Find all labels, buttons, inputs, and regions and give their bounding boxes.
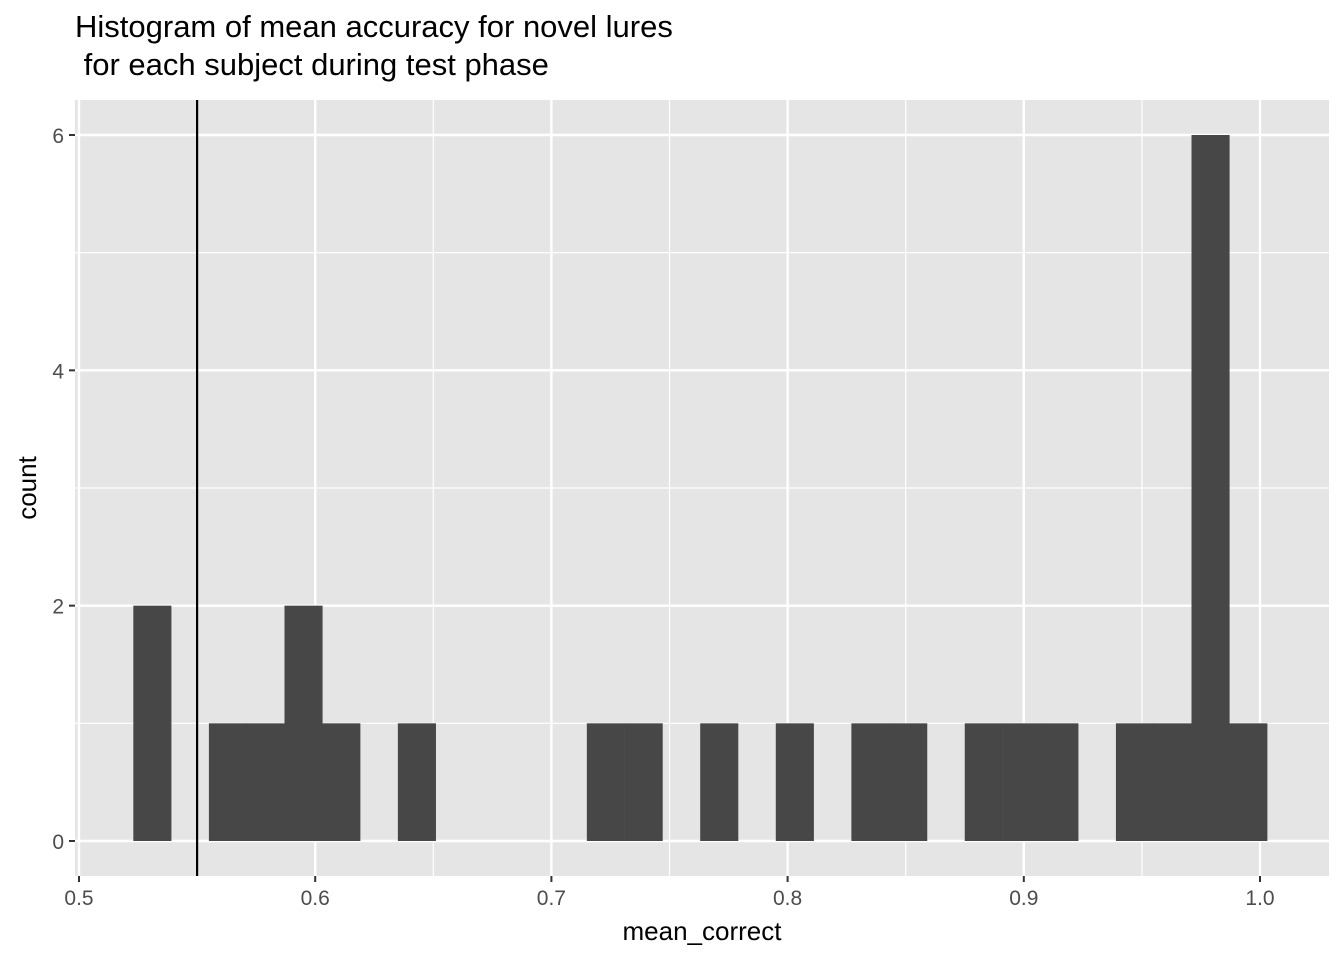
histogram-bar xyxy=(1191,135,1230,841)
chart-title-line-1: Histogram of mean accuracy for novel lur… xyxy=(75,9,673,44)
histogram-bar xyxy=(397,723,436,841)
histogram-bar xyxy=(700,723,739,841)
y-tick-label: 4 xyxy=(52,360,64,383)
histogram-bar xyxy=(284,605,323,841)
x-tick-label: 0.5 xyxy=(64,887,93,910)
histogram-bars xyxy=(133,135,1268,841)
histogram-bar xyxy=(1002,723,1041,841)
y-tick-label: 6 xyxy=(52,125,64,148)
histogram-bar xyxy=(851,723,890,841)
x-axis-label: mean_correct xyxy=(623,916,783,946)
x-tick-label: 0.8 xyxy=(773,887,802,910)
histogram-bar xyxy=(775,723,814,841)
x-tick-label: 1.0 xyxy=(1245,887,1274,910)
y-tick-label: 2 xyxy=(52,596,64,619)
x-tick-label: 0.6 xyxy=(301,887,330,910)
histogram-bar xyxy=(889,723,928,841)
histogram-bar xyxy=(1229,723,1268,841)
x-tick-label: 0.9 xyxy=(1009,887,1038,910)
histogram-bar xyxy=(1153,723,1192,841)
x-tick-label: 0.7 xyxy=(537,887,566,910)
y-tick-label: 0 xyxy=(52,831,64,854)
chart-title-line-2: for each subject during test phase xyxy=(75,47,549,82)
histogram-bar xyxy=(1040,723,1079,841)
histogram-bar xyxy=(208,723,248,841)
histogram-bar xyxy=(322,723,361,841)
histogram-bar xyxy=(624,723,663,841)
histogram-bar xyxy=(586,723,625,841)
histogram-bar xyxy=(246,723,285,841)
histogram-bar xyxy=(133,605,172,841)
y-axis-label: count xyxy=(12,455,42,519)
axes: 0.5 0.6 0.7 0.8 0.9 1.0 0 2 4 6 xyxy=(52,125,1274,910)
histogram-bar xyxy=(964,723,1003,841)
histogram-bar xyxy=(1115,723,1155,841)
